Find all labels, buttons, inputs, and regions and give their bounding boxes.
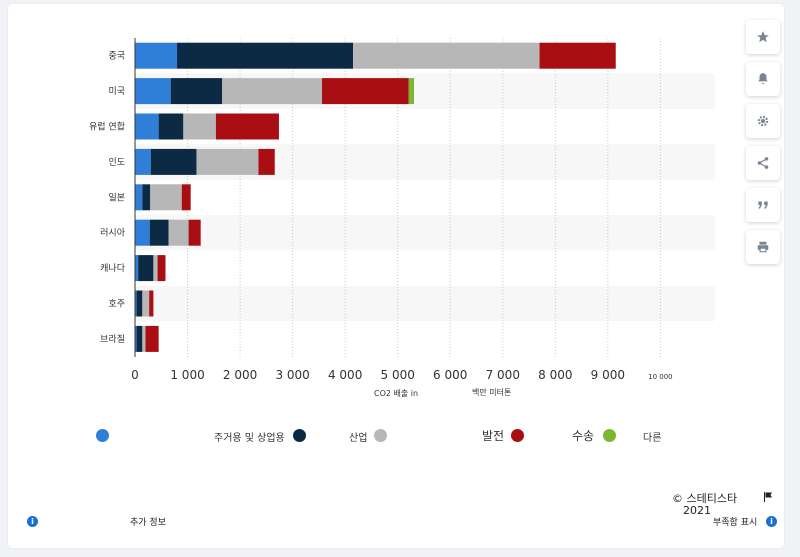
row-band: [135, 215, 715, 251]
report-info-icon[interactable]: i: [766, 516, 777, 527]
copyright-year: 2021: [683, 504, 711, 517]
category-label: 중국: [108, 51, 125, 62]
bar-6-series-2: [153, 255, 158, 282]
bar-8-series-2: [142, 325, 146, 352]
x-tick-label: 10 000: [648, 373, 673, 381]
legend-label-transport: 수송: [572, 429, 595, 443]
bar-4-series-0: [135, 184, 143, 211]
x-tick-label: 0: [131, 368, 139, 382]
bar-1-series-0: [135, 78, 171, 105]
bar-2-series-1: [158, 113, 184, 140]
legend-dot-power: [511, 429, 524, 442]
legend-dot-industry: [374, 429, 387, 442]
bar-3-series-2: [196, 148, 259, 175]
bar-7-series-0: [135, 290, 137, 317]
bar-3-series-1: [150, 148, 197, 175]
x-tick-label: 7 000: [486, 368, 520, 382]
x-axis-label-right: 백만 미터톤: [472, 387, 511, 397]
bar-1-series-4: [408, 78, 414, 105]
quote-icon: [758, 201, 768, 209]
legend-label-residential: 주거용 및 상업용: [214, 433, 285, 444]
bar-4-series-3: [181, 184, 191, 211]
category-label: 인도: [108, 157, 125, 168]
bar-2-series-0: [135, 113, 159, 140]
legend-dot-transport: [603, 429, 616, 442]
bar-1-series-3: [322, 78, 409, 105]
category-label: 호주: [108, 299, 125, 310]
bar-4-series-1: [142, 184, 151, 211]
bar-0-series-0: [135, 42, 178, 69]
gear-icon: [757, 115, 769, 127]
category-label: 러시아: [100, 228, 126, 239]
bar-0-series-1: [177, 42, 354, 69]
chart-legend: 주거용 및 상업용 산업 발전 수송 다른: [0, 427, 800, 445]
legend-label-other: 다른: [643, 433, 662, 444]
bar-8-series-0: [135, 325, 137, 352]
copyright-text[interactable]: © 스테티스타: [672, 492, 738, 505]
category-label: 유럽 연합: [89, 122, 125, 133]
bar-3-series-0: [135, 148, 151, 175]
bar-2-series-3: [215, 113, 279, 140]
x-tick-label: 1 000: [170, 368, 204, 382]
bar-7-series-1: [136, 290, 143, 317]
legend-dot-1: [96, 429, 109, 442]
bar-2-series-2: [183, 113, 216, 140]
row-band: [135, 285, 715, 322]
notification-button[interactable]: [746, 62, 780, 96]
bar-0-series-2: [353, 42, 540, 69]
bar-6-series-1: [138, 255, 154, 282]
x-tick-label: 6 000: [433, 368, 467, 382]
print-button[interactable]: [746, 230, 780, 264]
bar-7-series-3: [149, 290, 154, 317]
bell-icon: [758, 73, 768, 85]
x-tick-label: 9 000: [591, 368, 625, 382]
bar-5-series-0: [135, 219, 150, 246]
bar-6-series-0: [135, 255, 139, 282]
x-tick-label: 3 000: [275, 368, 309, 382]
category-label: 브라질: [100, 333, 125, 345]
category-label: 미국: [108, 86, 125, 97]
bar-1-series-2: [222, 78, 323, 105]
star-icon: [757, 31, 769, 43]
cite-button[interactable]: [746, 188, 780, 222]
x-tick-label: 4 000: [328, 368, 362, 382]
flag-icon[interactable]: [762, 491, 774, 503]
legend-label-power: 발전: [482, 429, 505, 443]
legend-label-industry: 산업: [349, 433, 368, 444]
bar-5-series-2: [168, 219, 189, 246]
bar-7-series-2: [142, 290, 150, 317]
bar-0-series-3: [539, 42, 616, 69]
bar-8-series-3: [145, 325, 159, 352]
bar-3-series-3: [258, 148, 275, 175]
legend-dot-residential: [293, 429, 306, 442]
category-label: 일본: [108, 192, 125, 203]
bar-5-series-1: [149, 219, 169, 246]
more-info-link[interactable]: 추가 정보: [130, 518, 166, 528]
bar-6-series-3: [157, 255, 166, 282]
share-button[interactable]: [746, 146, 780, 180]
print-icon: [757, 241, 769, 253]
category-label: 캐나다: [100, 263, 126, 274]
share-icon: [757, 157, 769, 169]
bar-8-series-1: [136, 325, 143, 352]
bar-5-series-3: [188, 219, 201, 246]
report-link[interactable]: 부족함 표시: [713, 518, 758, 528]
bar-4-series-2: [150, 184, 182, 211]
settings-button[interactable]: [746, 104, 780, 138]
x-axis-label-left: CO2 배출 in: [374, 388, 418, 398]
x-tick-label: 5 000: [381, 368, 415, 382]
x-tick-label: 2 000: [223, 368, 257, 382]
favorite-button[interactable]: [746, 20, 780, 54]
x-tick-label: 8 000: [538, 368, 572, 382]
info-icon[interactable]: i: [27, 516, 38, 527]
bar-1-series-1: [170, 78, 223, 105]
